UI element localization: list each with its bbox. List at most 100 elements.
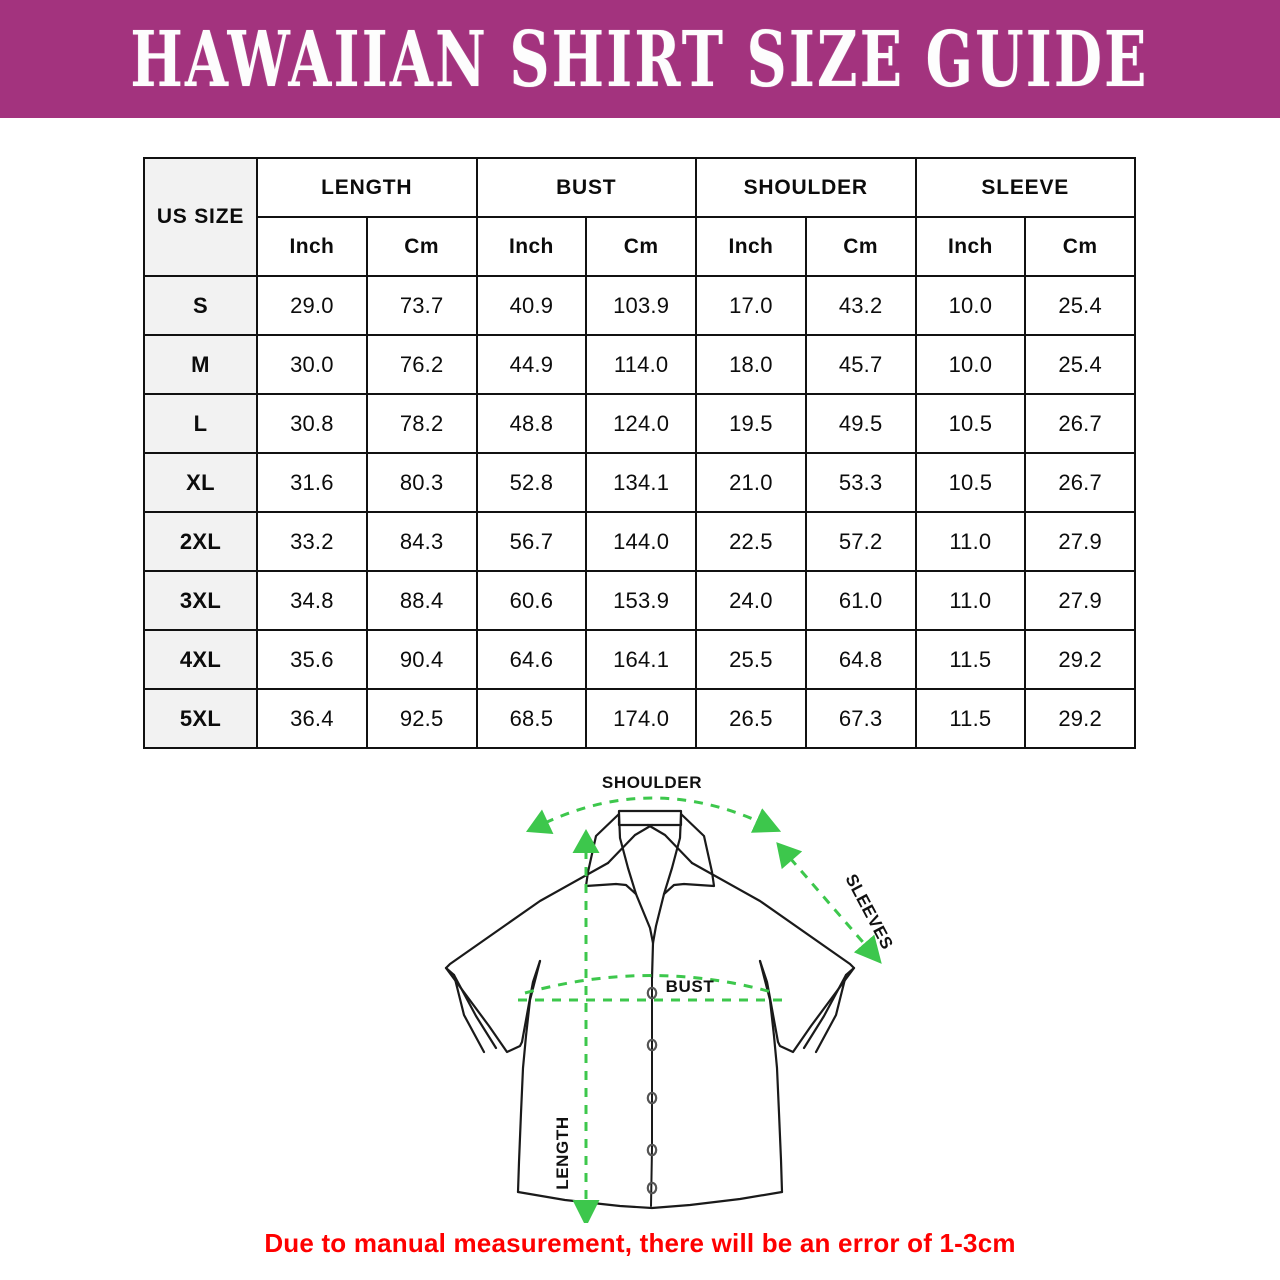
cell-s-bust-cm: 103.9	[585, 275, 697, 336]
cell-3xl-bust-in: 60.6	[475, 570, 588, 631]
size-label-s: S	[143, 275, 258, 336]
shirt-outline-icon	[444, 809, 856, 1210]
cell-2xl-sleeve-in: 11.0	[914, 511, 1027, 572]
cell-m-sleeve-cm: 25.4	[1024, 334, 1136, 395]
group-header-sleeve: SLEEVE	[914, 157, 1136, 218]
bust-label: BUST	[666, 977, 715, 996]
cell-3xl-shoulder-in: 24.0	[695, 570, 807, 631]
table-group-header-row: US SIZE LENGTH BUST SHOULDER SLEEVE	[143, 157, 1136, 277]
cell-s-sleeve-in: 10.0	[914, 275, 1027, 336]
cell-4xl-sleeve-cm: 29.2	[1024, 629, 1136, 690]
cell-xl-sleeve-cm: 26.7	[1024, 452, 1136, 513]
cell-2xl-sleeve-cm: 27.9	[1024, 511, 1136, 572]
table-body: S 29.0 73.7 40.9 103.9 17.0 43.2 10.0 25.4 M 30.0 7…	[143, 275, 1136, 749]
cell-5xl-sleeve-in: 11.5	[914, 688, 1027, 749]
table-unit-header-row: Inch Cm Inch Cm Inch Cm Inch Cm	[144, 216, 1136, 277]
table-row: XL 31.6 80.3 52.8 134.1 21.0 53.3 10.5 26.7	[143, 452, 1136, 513]
cell-2xl-length-cm: 84.3	[365, 511, 478, 572]
unit-header-sleeve-inch: Inch	[914, 216, 1027, 277]
cell-l-sleeve-cm: 26.7	[1024, 393, 1136, 454]
cell-s-bust-in: 40.9	[475, 275, 588, 336]
size-label-3xl: 3XL	[143, 570, 258, 631]
cell-m-shoulder-cm: 45.7	[804, 334, 917, 395]
size-label-m: M	[143, 334, 258, 395]
table-row: 2XL 33.2 84.3 56.7 144.0 22.5 57.2 11.0 27.9	[143, 511, 1136, 572]
cell-s-length-in: 29.0	[256, 275, 368, 336]
cell-5xl-length-in: 36.4	[256, 688, 368, 749]
cell-xl-sleeve-in: 10.5	[914, 452, 1027, 513]
group-header-length: LENGTH	[256, 157, 478, 218]
cell-5xl-length-cm: 92.5	[365, 688, 478, 749]
cell-3xl-shoulder-cm: 61.0	[804, 570, 917, 631]
cell-s-shoulder-in: 17.0	[695, 275, 807, 336]
unit-header-bust-cm: Cm	[585, 216, 697, 277]
cell-s-length-cm: 73.7	[365, 275, 478, 336]
cell-4xl-length-cm: 90.4	[365, 629, 478, 690]
cell-5xl-bust-cm: 174.0	[585, 688, 697, 749]
shoulder-label: SHOULDER	[602, 773, 702, 792]
cell-l-shoulder-cm: 49.5	[804, 393, 917, 454]
cell-4xl-shoulder-in: 25.5	[695, 629, 807, 690]
cell-l-length-in: 30.8	[256, 393, 368, 454]
cell-3xl-length-in: 34.8	[256, 570, 368, 631]
length-label: LENGTH	[553, 1116, 572, 1189]
cell-2xl-shoulder-in: 22.5	[695, 511, 807, 572]
unit-header-shoulder-inch: Inch	[695, 216, 807, 277]
cell-xl-bust-in: 52.8	[475, 452, 588, 513]
cell-2xl-length-in: 33.2	[256, 511, 368, 572]
cell-3xl-sleeve-in: 11.0	[914, 570, 1027, 631]
cell-5xl-shoulder-cm: 67.3	[804, 688, 917, 749]
group-header-bust: BUST	[475, 157, 697, 218]
cell-3xl-sleeve-cm: 27.9	[1024, 570, 1136, 631]
cell-4xl-sleeve-in: 11.5	[914, 629, 1027, 690]
cell-l-sleeve-in: 10.5	[914, 393, 1027, 454]
cell-4xl-bust-in: 64.6	[475, 629, 588, 690]
cell-m-bust-in: 44.9	[475, 334, 588, 395]
page-title: Hawaiian Shirt Size Guide	[130, 13, 1150, 105]
table-row: 4XL 35.6 90.4 64.6 164.1 25.5 64.8 11.5 29.2	[143, 629, 1136, 690]
cell-m-length-cm: 76.2	[365, 334, 478, 395]
cell-4xl-bust-cm: 164.1	[585, 629, 697, 690]
table-row: 3XL 34.8 88.4 60.6 153.9 24.0 61.0 11.0 27.9	[143, 570, 1136, 631]
header-band: Hawaiian Shirt Size Guide	[0, 0, 1280, 118]
cell-m-shoulder-in: 18.0	[695, 334, 807, 395]
cell-xl-length-in: 31.6	[256, 452, 368, 513]
cell-4xl-length-in: 35.6	[256, 629, 368, 690]
table-row: 5XL 36.4 92.5 68.5 174.0 26.5 67.3 11.5 29.2	[143, 688, 1136, 749]
bust-measure-arc	[524, 974, 776, 995]
cell-5xl-shoulder-in: 26.5	[695, 688, 807, 749]
cell-3xl-bust-cm: 153.9	[585, 570, 697, 631]
shoulder-measure-line	[525, 796, 782, 834]
unit-header-bust-inch: Inch	[475, 216, 588, 277]
size-label-2xl: 2XL	[143, 511, 258, 572]
cell-2xl-bust-cm: 144.0	[585, 511, 697, 572]
cell-4xl-shoulder-cm: 64.8	[804, 629, 917, 690]
cell-l-bust-cm: 124.0	[585, 393, 697, 454]
shirt-measurement-diagram: SHOULDER SLEEVES BUST LENGTH	[390, 768, 910, 1223]
sleeves-measure-line	[776, 842, 882, 964]
size-label-4xl: 4XL	[143, 629, 258, 690]
cell-2xl-bust-in: 56.7	[475, 511, 588, 572]
measurement-disclaimer: Due to manual measurement, there will be…	[264, 1228, 1016, 1258]
cell-m-sleeve-in: 10.0	[914, 334, 1027, 395]
size-label-5xl: 5XL	[143, 688, 258, 749]
cell-l-bust-in: 48.8	[475, 393, 588, 454]
size-label-l: L	[143, 393, 258, 454]
cell-s-shoulder-cm: 43.2	[804, 275, 917, 336]
unit-header-length-inch: Inch	[256, 216, 368, 277]
unit-header-length-cm: Cm	[365, 216, 478, 277]
cell-2xl-shoulder-cm: 57.2	[804, 511, 917, 572]
cell-l-length-cm: 78.2	[365, 393, 478, 454]
group-header-shoulder: SHOULDER	[695, 157, 917, 218]
cell-xl-shoulder-in: 21.0	[695, 452, 807, 513]
cell-l-shoulder-in: 19.5	[695, 393, 807, 454]
unit-header-sleeve-cm: Cm	[1024, 216, 1136, 277]
shirt-buttons-icon	[646, 986, 658, 1195]
cell-xl-bust-cm: 134.1	[585, 452, 697, 513]
cell-3xl-length-cm: 88.4	[365, 570, 478, 631]
size-chart-table: US SIZE LENGTH BUST SHOULDER SLEEVE Inch…	[143, 157, 1136, 749]
size-label-xl: XL	[143, 452, 258, 513]
table-row: M 30.0 76.2 44.9 114.0 18.0 45.7 10.0 25.4	[143, 334, 1136, 395]
table-row: L 30.8 78.2 48.8 124.0 19.5 49.5 10.5 26.7	[143, 393, 1136, 454]
